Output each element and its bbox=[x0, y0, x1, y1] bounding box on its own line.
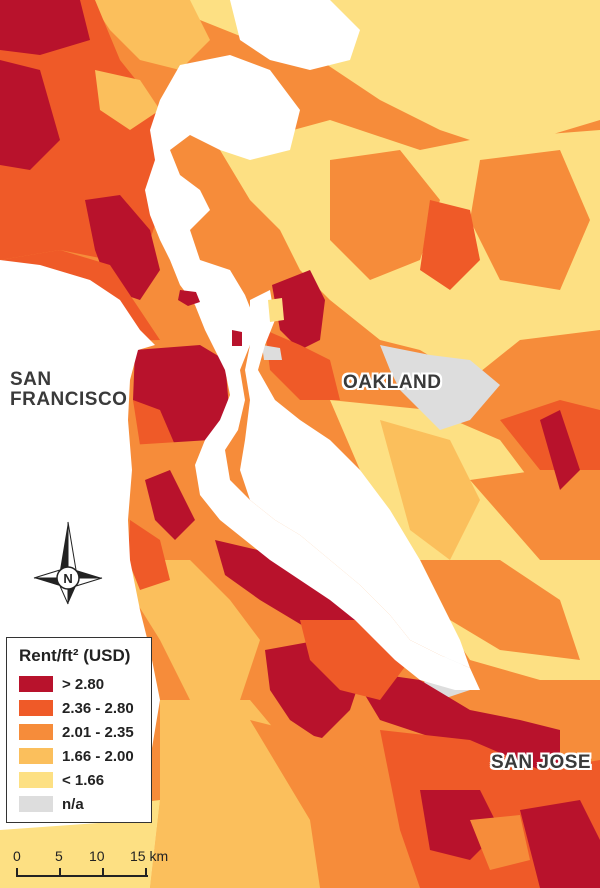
region-southwest-orange bbox=[250, 720, 400, 888]
city-label-san-francisco: SAN FRANCISCO bbox=[10, 370, 127, 410]
legend-swatch bbox=[19, 796, 53, 812]
region-marin-red-nw bbox=[0, 60, 60, 170]
legend-item: < 1.66 bbox=[19, 768, 141, 792]
city-label-oakland: OAKLAND bbox=[343, 372, 442, 393]
legend-item: 2.01 - 2.35 bbox=[19, 720, 141, 744]
scale-tick-label-15km: 15 km bbox=[130, 848, 169, 864]
scale-bar-graphic bbox=[16, 868, 148, 877]
legend-item: n/a bbox=[19, 792, 141, 816]
region-sj-orange bbox=[470, 815, 530, 870]
compass-north-letter: N bbox=[63, 571, 72, 586]
legend-title: Rent/ft² (USD) bbox=[19, 646, 131, 665]
scale-bar: 0 5 10 15 km bbox=[10, 848, 195, 882]
scale-tick-label-0: 0 bbox=[13, 848, 21, 864]
region-sf-dark bbox=[133, 400, 175, 445]
region-marin-red-peninsula bbox=[85, 195, 160, 300]
region-peninsula-dark bbox=[128, 520, 170, 590]
region-north-mid bbox=[90, 0, 210, 70]
legend-swatch bbox=[19, 748, 53, 764]
region-peninsula-light bbox=[130, 560, 260, 700]
legend-swatch bbox=[19, 676, 53, 692]
bay-north-water bbox=[230, 0, 360, 70]
city-label-san-francisco-line1: SAN bbox=[10, 369, 52, 390]
region-eastbay-red-strip bbox=[540, 410, 580, 490]
region-na-small bbox=[262, 345, 282, 360]
bay-east-shore-water bbox=[240, 290, 470, 668]
region-peninsula-red-a bbox=[145, 470, 195, 540]
region-marin-dark bbox=[0, 0, 170, 260]
region-eastbay-orange-a bbox=[330, 150, 440, 280]
region-eastbay-s-orange bbox=[420, 560, 580, 660]
legend-rows: > 2.80 2.36 - 2.80 2.01 - 2.35 1.66 - 2.00 <… bbox=[19, 672, 141, 816]
legend-item: 2.36 - 2.80 bbox=[19, 696, 141, 720]
city-label-san-jose: SAN JOSE bbox=[491, 752, 592, 773]
region-peninsula-mid-red bbox=[350, 670, 560, 770]
region-marin-light bbox=[95, 70, 160, 130]
legend-item: 1.66 - 2.00 bbox=[19, 744, 141, 768]
region-eastbay-south-mid bbox=[380, 420, 480, 560]
legend-label: 1.66 - 2.00 bbox=[62, 747, 134, 765]
north-arrow-compass-icon: N bbox=[33, 521, 103, 605]
angel-island bbox=[178, 290, 200, 306]
region-marin-red-n bbox=[0, 0, 90, 55]
legend-label: 2.36 - 2.80 bbox=[62, 699, 134, 717]
city-label-san-francisco-line2: FRANCISCO bbox=[10, 389, 128, 410]
legend-swatch bbox=[19, 772, 53, 788]
san-francisco-bay bbox=[145, 55, 480, 690]
legend-label: < 1.66 bbox=[62, 771, 105, 789]
region-eastbay-orange-b bbox=[470, 150, 590, 290]
legend-item: > 2.80 bbox=[19, 672, 141, 696]
region-berkeley-dark bbox=[265, 330, 340, 400]
scale-tick-label-10: 10 bbox=[89, 848, 105, 864]
treasure-island bbox=[268, 298, 284, 322]
legend-swatch bbox=[19, 724, 53, 740]
scale-tick-label-5: 5 bbox=[55, 848, 63, 864]
legend-label: > 2.80 bbox=[62, 675, 105, 693]
region-berkeley-red bbox=[272, 270, 325, 350]
region-na-oakland-hills bbox=[380, 345, 500, 430]
alcatraz-island bbox=[232, 330, 242, 346]
legend-label: 2.01 - 2.35 bbox=[62, 723, 134, 741]
legend-label: n/a bbox=[62, 795, 84, 813]
map-legend: Rent/ft² (USD) > 2.80 2.36 - 2.80 2.01 - 2… bbox=[6, 637, 152, 823]
legend-swatch bbox=[19, 700, 53, 716]
region-sj-red-b bbox=[520, 800, 600, 888]
region-eastbay-dark-a bbox=[420, 200, 480, 290]
region-eastbay-se-orange bbox=[470, 460, 600, 560]
